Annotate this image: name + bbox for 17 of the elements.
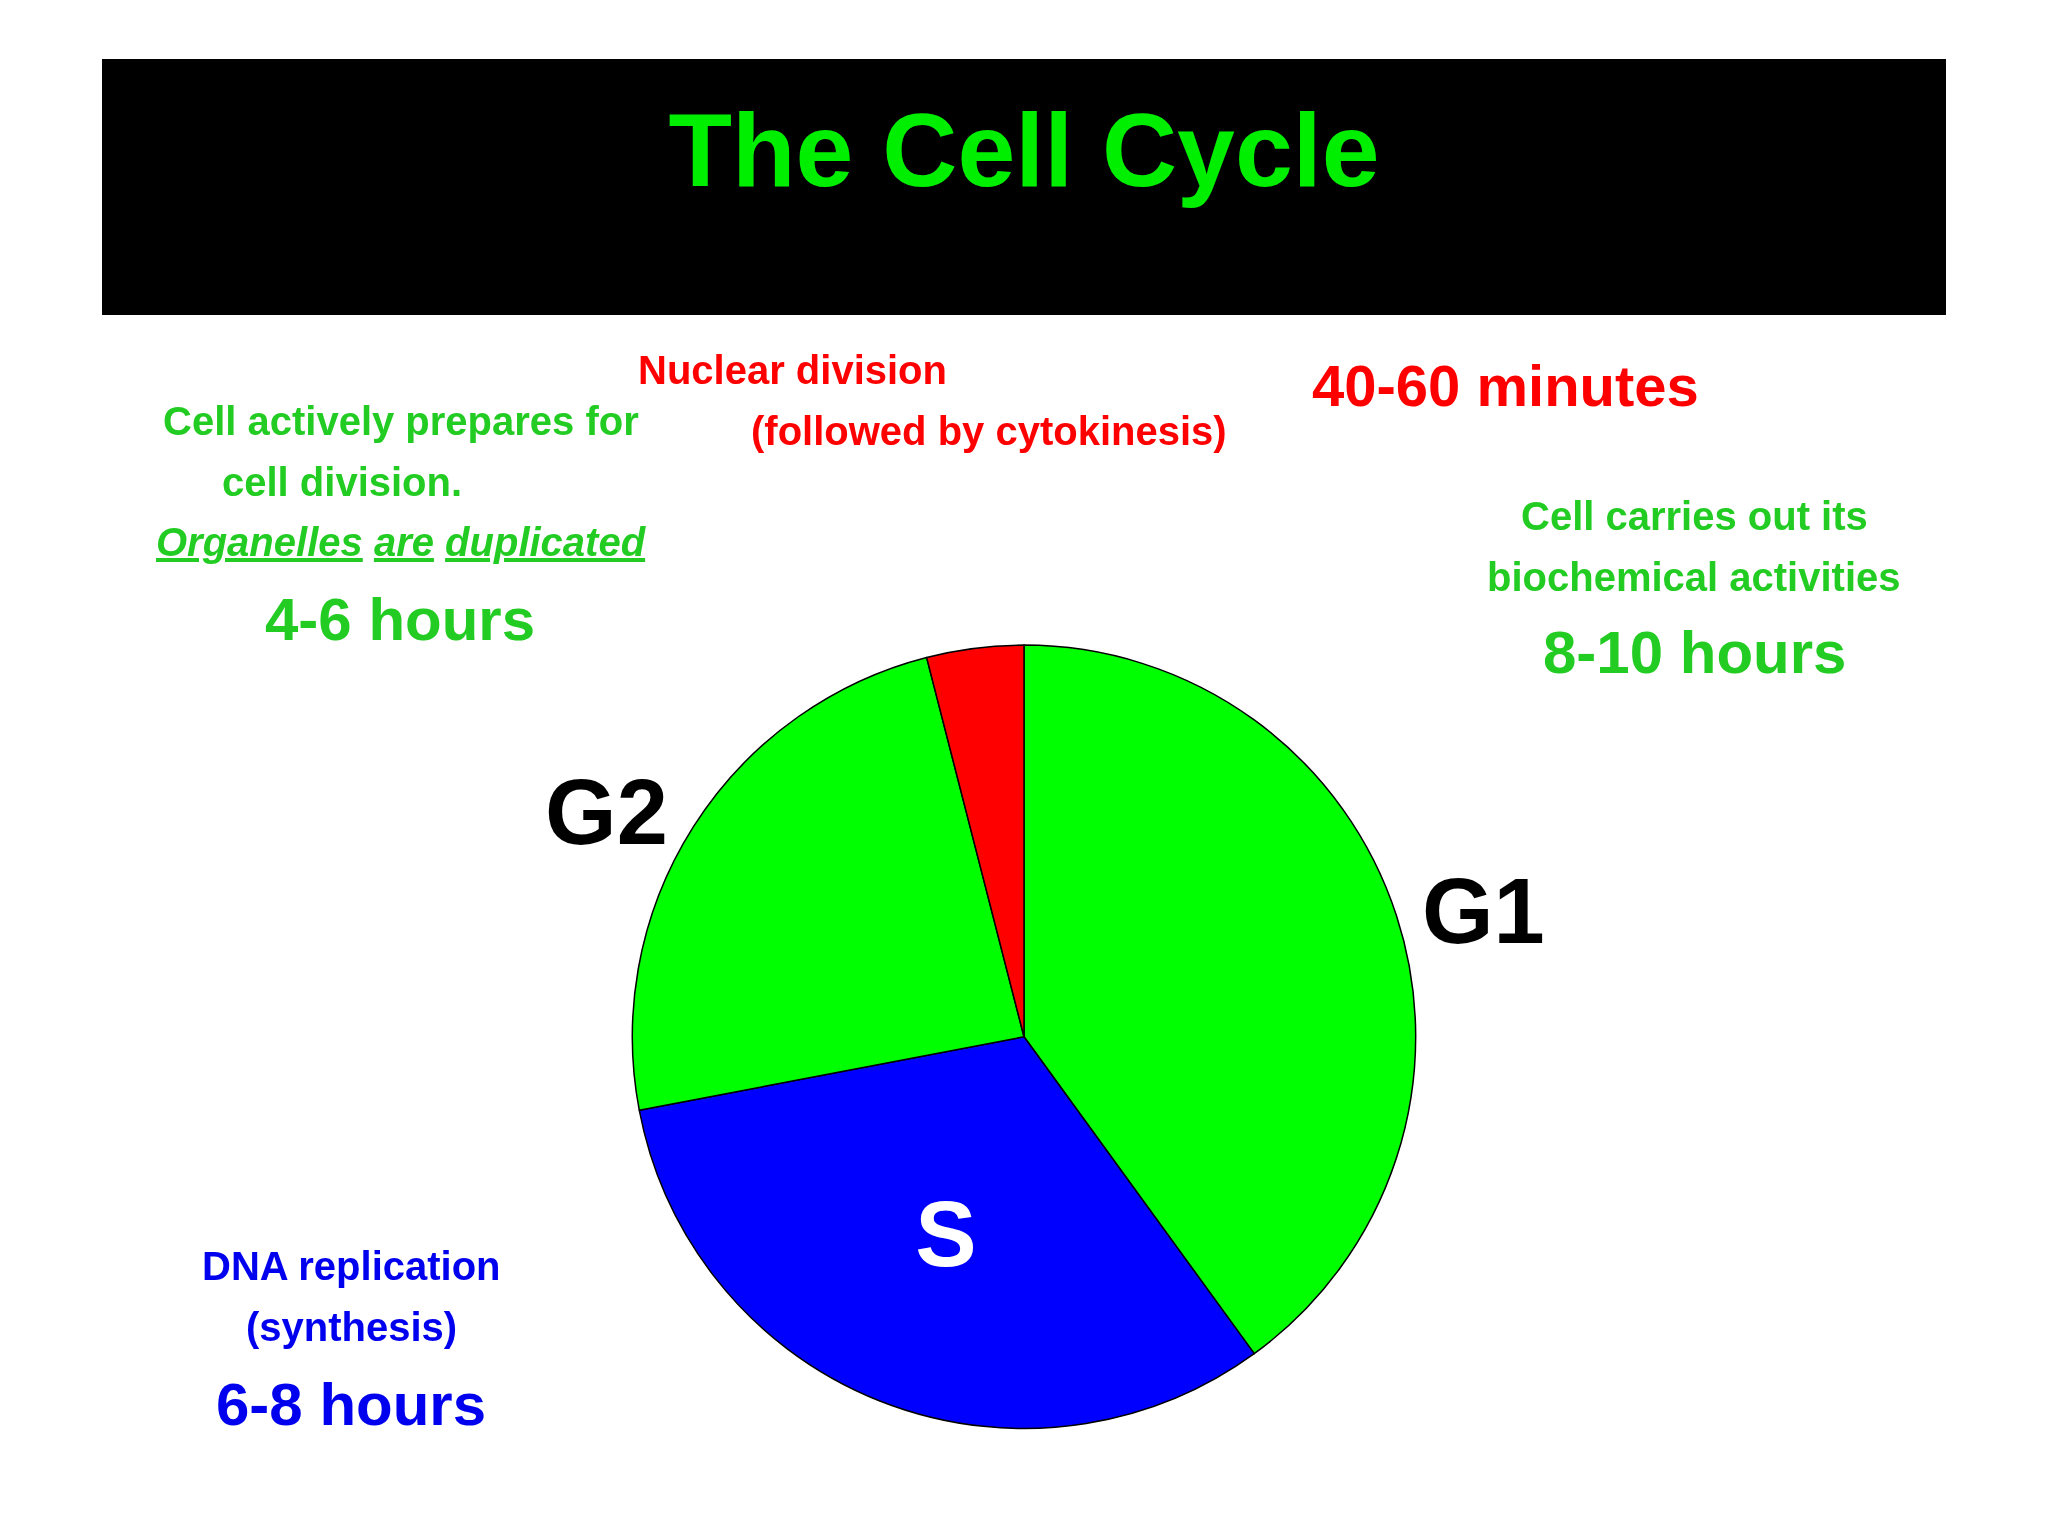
text: 4-6 hours bbox=[265, 586, 536, 653]
text: (synthesis) bbox=[246, 1305, 458, 1349]
text: Cell carries out its bbox=[1521, 494, 1868, 538]
slice-label: G1 bbox=[1422, 859, 1545, 962]
chart-title: The Cell Cycle bbox=[668, 92, 1380, 209]
text: 6-8 hours bbox=[216, 1371, 487, 1438]
slice-label: S bbox=[915, 1183, 977, 1286]
text: Cell actively prepares for bbox=[163, 399, 639, 443]
text: Organelles are duplicated bbox=[156, 520, 647, 564]
text: biochemical activities bbox=[1487, 555, 1901, 599]
text: Nuclear division bbox=[638, 348, 947, 392]
text: 8-10 hours bbox=[1543, 619, 1847, 686]
text: cell division. bbox=[222, 460, 463, 504]
text: 40-60 minutes bbox=[1312, 353, 1699, 418]
slice-label: G2 bbox=[545, 761, 668, 864]
text: DNA replication bbox=[202, 1244, 501, 1288]
text: (followed by cytokinesis) bbox=[751, 409, 1227, 453]
